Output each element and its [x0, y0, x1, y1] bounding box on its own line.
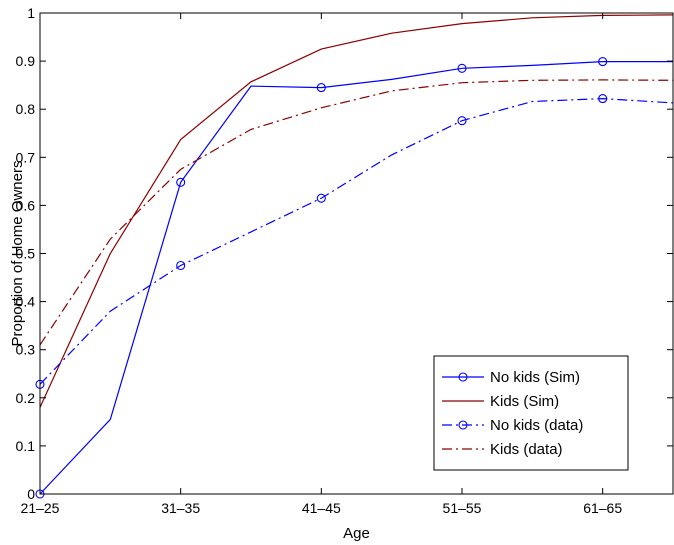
x-tick-label: 41–45 — [302, 500, 341, 516]
x-tick-label: 21–25 — [21, 500, 60, 516]
y-tick-label: 0.9 — [16, 53, 36, 69]
ticks-layer: 21–25 31–35 41–45 51–55 61–65 0 0.1 0.2 0.3 0.4 0.… — [16, 5, 673, 516]
legend-entry-label: Kids (Sim) — [490, 393, 559, 410]
legend: No kids (Sim) Kids (Sim) No kids (data) Kid… — [433, 355, 629, 471]
legend-marker — [458, 372, 468, 382]
y-tick-label: 0.3 — [16, 342, 36, 358]
data-point — [316, 193, 326, 203]
series-line-0 — [39, 60, 673, 495]
y-tick-label: 0.8 — [16, 101, 36, 117]
x-axis-label: Age — [343, 525, 370, 542]
x-tick-label: 61–65 — [583, 500, 622, 516]
series-line-3 — [39, 79, 674, 346]
x-tick-label: 31–35 — [161, 500, 200, 516]
y-tick-label: 0.4 — [16, 294, 36, 310]
y-tick-label: 0.1 — [16, 438, 36, 454]
series-line-2 — [39, 97, 674, 385]
legend-entry-label: No kids (Sim) — [490, 369, 580, 386]
y-tick-label: 0.7 — [16, 149, 36, 165]
data-point — [176, 177, 186, 187]
y-tick-label: 0.5 — [16, 246, 36, 262]
y-tick-label: 0.2 — [16, 390, 36, 406]
data-point — [457, 116, 467, 126]
data-point — [316, 83, 326, 93]
legend-marker — [458, 420, 468, 430]
legend-entry-label: Kids (data) — [490, 441, 563, 458]
y-tick-label: 0.6 — [16, 197, 36, 213]
legend-entry-label: No kids (data) — [490, 417, 583, 434]
data-point — [598, 94, 608, 104]
series-layer — [35, 14, 674, 499]
y-tick-label: 1 — [27, 5, 35, 21]
data-point — [457, 63, 467, 73]
data-point — [176, 260, 186, 271]
series-line-1 — [39, 14, 674, 408]
data-point — [598, 57, 608, 67]
y-axis-label: Proportion of Home Owners — [9, 161, 26, 347]
y-tick-label: 0 — [27, 486, 35, 502]
x-tick-label: 51–55 — [443, 500, 482, 516]
